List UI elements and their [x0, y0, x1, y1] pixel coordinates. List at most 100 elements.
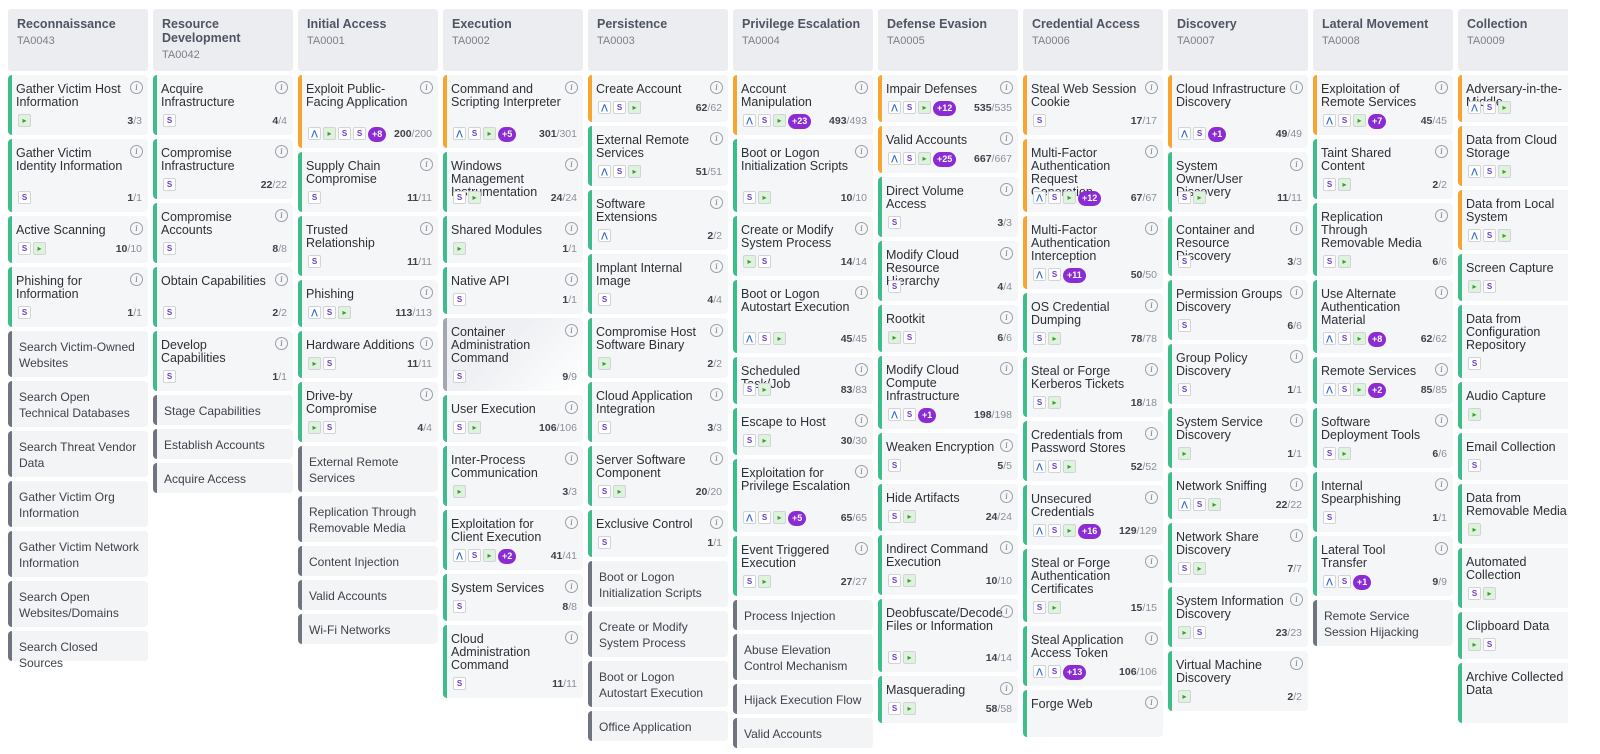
technique-card[interactable]: Rootkit i ▸ S 6/6: [878, 305, 1018, 352]
technique-card[interactable]: Cloud Infrastructure Discovery i ⋀ S +1 49/49: [1168, 75, 1308, 148]
info-icon[interactable]: i: [565, 273, 578, 286]
technique-card[interactable]: Exploitation for Client Execution i ⋀ S ▸ +2 4…: [443, 510, 583, 570]
technique-card[interactable]: Boot or Logon Autostart Execution i ⋀ S ▸ 45/…: [733, 280, 873, 353]
info-icon[interactable]: i: [1145, 145, 1158, 158]
info-icon[interactable]: i: [710, 324, 723, 337]
info-icon[interactable]: i: [1435, 145, 1448, 158]
info-icon[interactable]: i: [1145, 696, 1158, 709]
info-icon[interactable]: i: [1290, 593, 1303, 606]
technique-card[interactable]: Hardware Additions i ▸ S 11/11: [298, 331, 438, 378]
technique-card[interactable]: Command and Scripting Interpreter i ⋀ S ▸ +5 3…: [443, 75, 583, 148]
uncovered-technique[interactable]: Boot or Logon Initialization Scripts: [588, 561, 728, 607]
more-integrations-badge[interactable]: +2: [498, 549, 517, 564]
info-icon[interactable]: i: [130, 273, 143, 286]
info-icon[interactable]: i: [565, 324, 578, 337]
technique-card[interactable]: Trusted Relationship i S 11/11: [298, 216, 438, 276]
info-icon[interactable]: i: [1290, 529, 1303, 542]
technique-card[interactable]: Data from Configuration RepositoryiS: [1458, 305, 1568, 378]
uncovered-technique[interactable]: Office Application: [588, 711, 728, 741]
technique-card[interactable]: Software Extensions i ⋀ 2/2: [588, 190, 728, 250]
uncovered-technique[interactable]: Gather Victim Network Information: [8, 531, 148, 577]
technique-card[interactable]: Network Sniffing i ⋀ S ▸ 22/22: [1168, 472, 1308, 519]
uncovered-technique[interactable]: Establish Accounts: [153, 429, 293, 459]
info-icon[interactable]: i: [710, 452, 723, 465]
info-icon[interactable]: i: [565, 222, 578, 235]
info-icon[interactable]: i: [1435, 478, 1448, 491]
info-icon[interactable]: i: [1290, 414, 1303, 427]
technique-card[interactable]: Exploit Public-Facing Application i ⋀ ▸ S S +8…: [298, 75, 438, 148]
info-icon[interactable]: i: [565, 516, 578, 529]
technique-card[interactable]: Masquerading i S ▸ 58/58: [878, 676, 1018, 723]
more-integrations-badge[interactable]: +7: [1368, 114, 1387, 129]
technique-card[interactable]: Clipboard Datai▸S: [1458, 612, 1568, 659]
info-icon[interactable]: i: [420, 286, 433, 299]
info-icon[interactable]: i: [1290, 81, 1303, 94]
technique-card[interactable]: Archive Collected Datai: [1458, 663, 1568, 723]
technique-card[interactable]: Unsecured Credentials i ⋀ S ▸ +16 129/129: [1023, 485, 1163, 545]
technique-card[interactable]: Cloud Application Integration i S 3/3: [588, 382, 728, 442]
technique-card[interactable]: Obtain Capabilities i S 2/2: [153, 267, 293, 327]
info-icon[interactable]: i: [565, 81, 578, 94]
technique-card[interactable]: Shared Modules i ▸ 1/1: [443, 216, 583, 263]
info-icon[interactable]: i: [855, 465, 868, 478]
technique-card[interactable]: Replication Through Removable Media i S ▸ 6/…: [1313, 203, 1453, 276]
tactic-header[interactable]: Defense Evasion TA0005: [878, 9, 1018, 71]
info-icon[interactable]: i: [275, 273, 288, 286]
technique-card[interactable]: Compromise Host Software Binary i ▸ 2/2: [588, 318, 728, 378]
info-icon[interactable]: i: [855, 81, 868, 94]
uncovered-technique[interactable]: Wi-Fi Networks: [298, 614, 438, 644]
info-icon[interactable]: i: [1435, 542, 1448, 555]
info-icon[interactable]: i: [130, 145, 143, 158]
more-integrations-badge[interactable]: +8: [1368, 332, 1387, 347]
info-icon[interactable]: i: [1290, 286, 1303, 299]
info-icon[interactable]: i: [1000, 81, 1013, 94]
technique-card[interactable]: Phishing i ⋀ S ▸ 113/113: [298, 280, 438, 327]
technique-card[interactable]: Data from Cloud Storagei⋀S▸: [1458, 126, 1568, 186]
technique-card[interactable]: Gather Victim Identity Information i S 1/1: [8, 139, 148, 212]
info-icon[interactable]: i: [420, 337, 433, 350]
technique-card[interactable]: Windows Management Instrumentation i S ▸ 24/…: [443, 152, 583, 212]
technique-card[interactable]: Create or Modify System Process i ▸ S 14/14: [733, 216, 873, 276]
info-icon[interactable]: i: [1000, 132, 1013, 145]
info-icon[interactable]: i: [1145, 81, 1158, 94]
uncovered-technique[interactable]: Search Open Technical Databases: [8, 381, 148, 427]
technique-card[interactable]: Use Alternate Authentication Material i ⋀ S…: [1313, 280, 1453, 353]
technique-card[interactable]: Acquire Infrastructure i S 4/4: [153, 75, 293, 135]
technique-card[interactable]: Audio Capturei▸: [1458, 382, 1568, 429]
info-icon[interactable]: i: [420, 222, 433, 235]
more-integrations-badge[interactable]: +1: [1208, 127, 1227, 142]
info-icon[interactable]: i: [1290, 158, 1303, 171]
info-icon[interactable]: i: [855, 286, 868, 299]
info-icon[interactable]: i: [1435, 414, 1448, 427]
technique-card[interactable]: Steal Web Session Cookie i S 17/17: [1023, 75, 1163, 135]
tactic-header[interactable]: Resource Development TA0042: [153, 9, 293, 71]
tactic-header[interactable]: Initial Access TA0001: [298, 9, 438, 71]
more-integrations-badge[interactable]: +1: [918, 408, 937, 423]
technique-card[interactable]: Steal Application Access Token i ⋀ S +13 106/…: [1023, 626, 1163, 686]
technique-card[interactable]: Remote Services i ⋀ S ▸ +2 85/85: [1313, 357, 1453, 404]
technique-card[interactable]: Steal or Forge Kerberos Tickets i S ▸ 18/18: [1023, 357, 1163, 417]
technique-card[interactable]: Email CollectioniS: [1458, 433, 1568, 480]
info-icon[interactable]: i: [1145, 632, 1158, 645]
info-icon[interactable]: i: [1145, 555, 1158, 568]
info-icon[interactable]: i: [1000, 311, 1013, 324]
technique-card[interactable]: Event Triggered Execution i S ▸ 27/27: [733, 536, 873, 596]
info-icon[interactable]: i: [710, 516, 723, 529]
technique-card[interactable]: Active Scanning i S ▸ 10/10: [8, 216, 148, 263]
technique-card[interactable]: Adversary-in-the-Middlei⋀S▸: [1458, 75, 1568, 122]
technique-card[interactable]: Weaken Encryption i S 5/5: [878, 433, 1018, 480]
technique-card[interactable]: Network Share Discovery i S ▸ 7/7: [1168, 523, 1308, 583]
uncovered-technique[interactable]: Search Closed Sources: [8, 631, 148, 670]
info-icon[interactable]: i: [565, 158, 578, 171]
technique-card[interactable]: Implant Internal Image i S 4/4: [588, 254, 728, 314]
technique-card[interactable]: Server Software Component i S ▸ 20/20: [588, 446, 728, 506]
technique-card[interactable]: Hide Artifacts i S ▸ 24/24: [878, 484, 1018, 531]
technique-card[interactable]: Taint Shared Content i S ▸ 2/2: [1313, 139, 1453, 199]
tactic-header[interactable]: Discovery TA0007: [1168, 9, 1308, 71]
technique-card[interactable]: Deobfuscate/Decode Files or Information i…: [878, 599, 1018, 672]
uncovered-technique[interactable]: Gather Victim Org Information: [8, 481, 148, 527]
info-icon[interactable]: i: [1000, 439, 1013, 452]
technique-card[interactable]: Data from Local Systemi⋀S▸: [1458, 190, 1568, 250]
more-integrations-badge[interactable]: +5: [498, 127, 517, 142]
